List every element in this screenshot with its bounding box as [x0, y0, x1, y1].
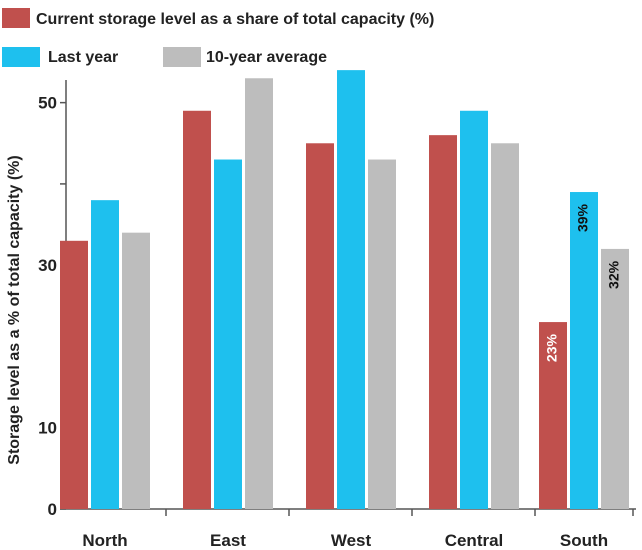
bar-east-last-year [214, 159, 242, 509]
category-label-east: East [210, 531, 246, 550]
bar-data-label-south-last-year: 39% [575, 203, 591, 232]
bars: 23% 39% 32% [60, 70, 629, 510]
bar-central-ten-year-average [491, 143, 519, 510]
bar-north-current [60, 240, 88, 510]
category-label-central: Central [445, 531, 504, 550]
legend-label-10-year-average: 10-year average [206, 49, 327, 66]
bar-north-last-year [91, 200, 119, 509]
bar-west-last-year [337, 70, 365, 510]
legend-label-last-year: Last year [48, 49, 118, 66]
bar-west-current [306, 143, 334, 510]
bar-central-last-year [460, 110, 488, 509]
bar-data-label-south-current: 23% [544, 334, 560, 363]
legend-swatch-current-storage-level-as-a-sha [2, 8, 30, 28]
bar-west-ten-year-average [368, 159, 396, 509]
y-tick-label: 10 [38, 419, 57, 438]
y-tick-label: 0 [48, 500, 57, 519]
legend: Current storage level as a share of tota… [2, 8, 434, 67]
legend-label-current-storage-level-as-a-sha: Current storage level as a share of tota… [36, 11, 434, 28]
y-axis-title: Storage level as a % of total capacity (… [6, 155, 23, 464]
legend-swatch-10-year-average [163, 47, 201, 67]
legend-swatch-last-year [2, 47, 40, 67]
bar-south-current [539, 322, 567, 509]
bar-south-ten-year-average [601, 248, 629, 509]
category-label-north: North [82, 531, 127, 550]
x-axis-labels: North East West Central South [82, 509, 634, 550]
bar-east-current [183, 110, 211, 509]
bar-north-ten-year-average [122, 232, 150, 509]
bar-central-current [429, 135, 457, 510]
bar-east-ten-year-average [245, 78, 273, 509]
bar-south-last-year [570, 192, 598, 509]
y-tick-label: 50 [38, 94, 57, 113]
y-tick-label: 30 [38, 256, 57, 275]
bar-data-label-south-ten-year-average: 32% [606, 260, 622, 289]
category-label-west: West [331, 531, 372, 550]
category-label-south: South [560, 531, 608, 550]
